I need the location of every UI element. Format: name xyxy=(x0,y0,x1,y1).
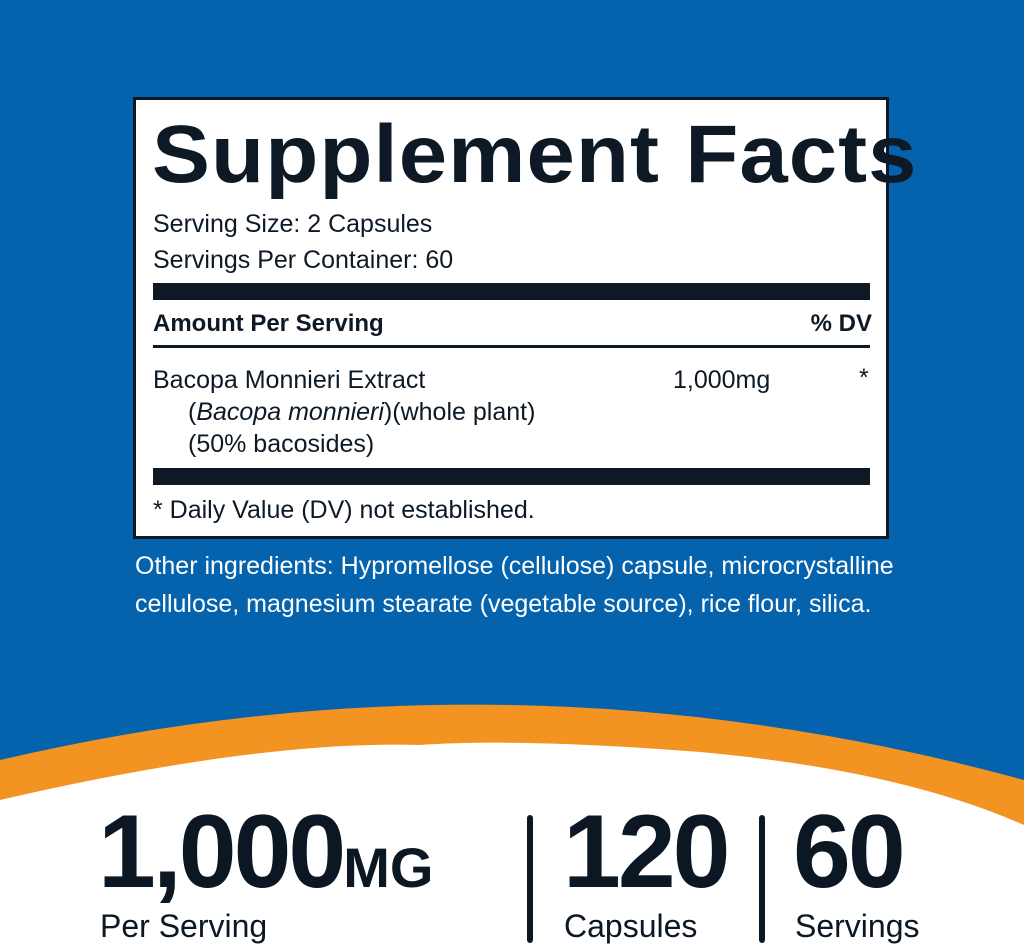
supplement-facts-panel: Supplement Facts Serving Size: 2 Capsule… xyxy=(133,97,917,539)
dose-value: 1,000 xyxy=(98,794,346,910)
servings-count: 60 xyxy=(793,794,906,910)
dv-header: % DV xyxy=(810,310,872,337)
ingredient-dv: * xyxy=(859,364,869,392)
dose-label: Per Serving xyxy=(100,908,268,944)
divider-thick xyxy=(153,468,870,485)
amount-header: Amount Per Serving xyxy=(153,310,384,337)
servings-label: Servings xyxy=(795,908,920,944)
highlight-dose: 1,000MG xyxy=(98,800,433,904)
capsule-label: Capsules xyxy=(564,908,698,944)
facts-title: Supplement Facts xyxy=(152,109,918,200)
divider-thin xyxy=(153,345,870,348)
ingredient-name: Bacopa Monnieri Extract xyxy=(153,366,426,394)
footnote: * Daily Value (DV) not established. xyxy=(153,496,535,524)
latin-name: Bacopa monnieri xyxy=(196,398,384,426)
separator xyxy=(759,815,765,943)
ingredient-standardization: (50% bacosides) xyxy=(188,430,375,458)
capsule-count: 120 xyxy=(563,794,731,910)
servings-per-container: Servings Per Container: 60 xyxy=(153,246,454,274)
other-ingredients-line: Other ingredients: Hypromellose (cellulo… xyxy=(135,552,894,580)
ingredient-amount: 1,000mg xyxy=(673,366,771,394)
separator xyxy=(527,815,533,943)
ingredient-latin: (Bacopa monnieri)(whole plant) xyxy=(188,398,535,427)
dose-unit: MG xyxy=(343,836,434,899)
serving-size: Serving Size: 2 Capsules xyxy=(153,210,433,238)
paren: ( xyxy=(188,398,197,426)
divider-thick xyxy=(153,283,870,300)
plant-part: )(whole plant) xyxy=(383,398,536,426)
other-ingredients-line: cellulose, magnesium stearate (vegetable… xyxy=(135,590,872,618)
